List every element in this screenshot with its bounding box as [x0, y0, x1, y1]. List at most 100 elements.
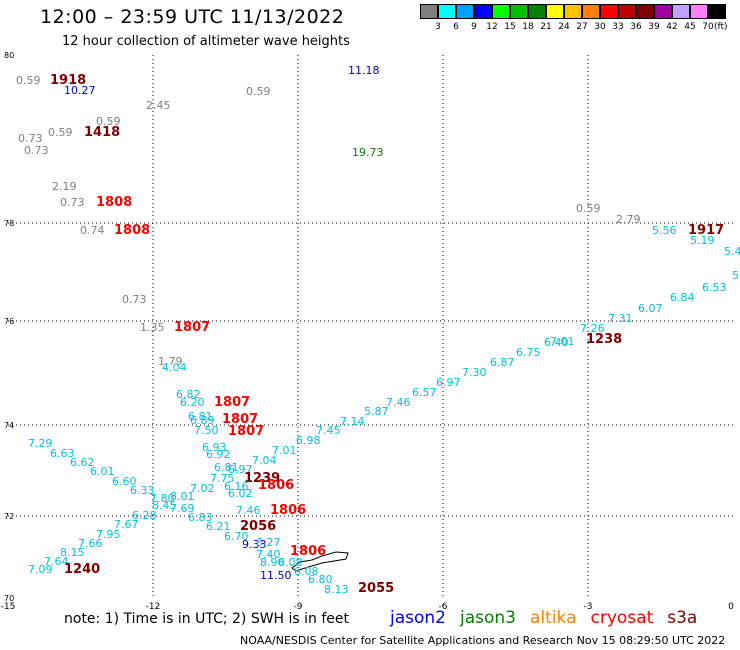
lon-tick-label: -3: [584, 602, 593, 612]
wave-height-label: 6.83: [188, 511, 213, 524]
legend-swatch: [474, 4, 492, 19]
wave-height-label: 6.63: [50, 447, 75, 460]
wave-height-label: 6.08: [294, 565, 319, 578]
wave-height-label: 7.30: [462, 366, 487, 379]
legend-label: 36: [630, 22, 642, 32]
wave-height-label: 6.07: [638, 302, 663, 315]
legend-swatch: [636, 4, 654, 19]
legend-label: 12: [486, 22, 498, 32]
wave-height-label: 6.20: [180, 396, 205, 409]
lat-tick-label: 80: [4, 51, 14, 60]
wave-height-label: 6.21: [206, 520, 231, 533]
wave-height-label: 6.89: [190, 414, 215, 427]
wave-height-label: 6.82: [176, 388, 201, 401]
legend-label: 18: [522, 22, 534, 32]
wave-height-label: 5: [732, 269, 739, 282]
wave-height-label: 0.59: [16, 74, 41, 87]
wave-height-label: 6.92: [206, 448, 231, 461]
wave-height-label: 7.46: [386, 396, 411, 409]
lat-tick-label: 72: [4, 512, 14, 521]
wave-height-label: 6.81: [214, 461, 239, 474]
wave-height-label: 7.46: [236, 504, 261, 517]
pass-time-label: 1807: [222, 412, 258, 427]
wave-height-label: 6.98: [296, 434, 321, 447]
legend-label: 33: [612, 22, 624, 32]
pass-time-label: 1807: [174, 320, 210, 335]
wave-height-label: 0.73: [18, 132, 43, 145]
wave-height-label: 0.74: [80, 224, 105, 237]
legend-swatch: [528, 4, 546, 19]
wave-height-label: 11.18: [348, 64, 380, 77]
wave-height-label: 6.93: [202, 441, 227, 454]
legend-label: 30: [594, 22, 606, 32]
credit-line: NOAA/NESDIS Center for Satellite Applica…: [240, 634, 726, 647]
lat-tick-label: 78: [4, 219, 14, 228]
pass-time-label: 1806: [270, 503, 306, 518]
wave-height-label: 7.69: [170, 502, 195, 515]
wave-height-label: 5.56: [652, 224, 677, 237]
wave-height-label: 0.73: [60, 196, 85, 209]
wave-height-label: 7.04: [252, 454, 277, 467]
pass-time-label: 1240: [64, 562, 100, 577]
wave-height-label: 8.15: [60, 546, 85, 559]
legend-label: 3: [435, 22, 441, 32]
wave-height-label: 6.87: [490, 356, 515, 369]
satellite-name: cryosat: [590, 608, 654, 628]
jan-mayen-island: [291, 551, 349, 572]
wave-height-label: 6.02: [228, 487, 253, 500]
legend-unit: (ft): [714, 22, 728, 32]
wave-height-label: 0.59: [576, 202, 601, 215]
pass-time-label: 1418: [84, 125, 120, 140]
legend-swatch: [420, 4, 438, 19]
wave-height-label: 1.35: [140, 321, 165, 334]
pass-time-label: 1918: [50, 73, 86, 88]
wave-height-label: 8.01: [170, 490, 195, 503]
satellite-legend: jason2 jason3 altika cryosat s3a: [390, 608, 711, 628]
legend-swatch: [708, 4, 726, 19]
satellite-name: jason2: [390, 608, 446, 628]
legend-swatch: [456, 4, 474, 19]
legend-label: 45: [684, 22, 696, 32]
lon-tick-label: -9: [294, 602, 303, 612]
satellite-name: s3a: [667, 608, 698, 628]
legend-swatch: [564, 4, 582, 19]
graticule: [8, 55, 733, 598]
wave-height-label: 7.29: [28, 437, 53, 450]
legend-swatch: [600, 4, 618, 19]
wave-height-label: 7.31: [608, 312, 633, 325]
wave-height-label: 6.01: [90, 465, 115, 478]
wave-height-label: 6.97: [436, 376, 461, 389]
legend-label: 15: [504, 22, 516, 32]
legend-swatch: [654, 4, 672, 19]
wave-height-label: 1.79: [158, 355, 183, 368]
legend-swatch: [690, 4, 708, 19]
wave-height-label: 6.75: [516, 346, 541, 359]
wave-height-label: 5.87: [364, 405, 389, 418]
wave-height-label: 8.90: [260, 556, 285, 569]
legend-label: 70: [702, 22, 714, 32]
legend-label: 6: [453, 22, 459, 32]
wave-height-label: 2.19: [52, 180, 77, 193]
wave-height-label: 0.59: [246, 85, 271, 98]
footnote: note: 1) Time is in UTC; 2) SWH is in fe…: [64, 611, 350, 627]
wave-height-label: 6.84: [670, 291, 695, 304]
wave-height-label: 2.79: [616, 213, 641, 226]
wave-height-label: 7.80: [150, 492, 175, 505]
pass-time-label: 1238: [586, 332, 622, 347]
legend-label: 21: [540, 22, 552, 32]
wave-height-label: 7.50: [194, 424, 219, 437]
legend-label: 39: [648, 22, 660, 32]
wave-height-label: 7.01: [272, 444, 297, 457]
wave-height-label: 6.80: [308, 573, 333, 586]
satellite-name: jason3: [460, 608, 516, 628]
wave-height-label: 5.4: [724, 245, 740, 258]
wave-height-label: 7.45: [316, 424, 341, 437]
lon-tick-label: -6: [439, 602, 448, 612]
legend-swatch: [672, 4, 690, 19]
lat-tick-label: 76: [4, 317, 14, 326]
pass-time-label: 1806: [258, 478, 294, 493]
legend-swatch: [618, 4, 636, 19]
wave-height-label: 7.67: [114, 518, 139, 531]
legend-swatch: [438, 4, 456, 19]
